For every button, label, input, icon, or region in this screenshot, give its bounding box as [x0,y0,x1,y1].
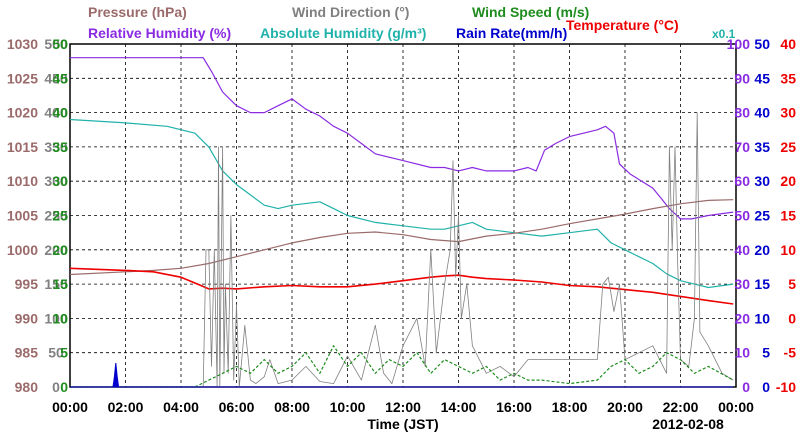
pressure-tick-label: 1030 [7,36,38,52]
wind-speed-tick-label: 20 [52,242,68,258]
date-label: 2012-02-08 [652,416,724,432]
pressure-tick-label: 1020 [7,105,38,121]
wind-dir-tick-label: 350 [44,139,68,155]
legend-ah: Absolute Humidity (g/m³) [260,25,426,41]
rain-tick-label: 25 [754,208,770,224]
temp-tick-label: 30 [780,105,796,121]
wind-speed-tick-label: 50 [52,36,68,52]
wind-dir-tick-label: 200 [44,242,68,258]
wind-dir-tick-label: 250 [44,208,68,224]
temp-tick-label: 40 [780,36,796,52]
series-ah [69,118,734,289]
x-tick-label: 14:00 [441,399,477,415]
series-rh [70,57,734,220]
temp-tick-label: 10 [780,242,796,258]
series-rain [70,362,734,388]
x-axis-label: Time (JST) [367,416,438,432]
rain-tick-label: 40 [754,105,770,121]
x-tick-label: 12:00 [385,399,421,415]
rh-tick-label: 0 [742,379,750,395]
temp-tick-label: 35 [780,70,796,86]
x-tick-label: 18:00 [552,399,588,415]
x-tick-label: 20:00 [607,399,643,415]
rain-tick-label: 20 [754,242,770,258]
series-wind-speed [70,345,734,388]
rh-tick-label: 20 [734,310,750,326]
legend-pressure: Pressure (hPa) [88,4,187,20]
series-temp [69,267,734,305]
wind-dir-tick-label: 300 [44,173,68,189]
x-tick-label: 04:00 [163,399,199,415]
legend-rain: Rain Rate(mm/h) [456,25,567,41]
wind-speed-tick-label: 10 [52,310,68,326]
legend-temp: Temperature (°C) [566,17,679,33]
series-pressure [69,199,734,276]
temp-tick-label: 5 [788,276,796,292]
temp-tick-label: -10 [776,379,796,395]
wind-dir-tick-label: 50 [48,345,64,361]
x-tick-label: 00:00 [718,399,754,415]
legend-wind-dir: Wind Direction (°) [292,4,409,20]
legend-ah-scale: x0.1 [712,27,736,41]
legend-wind-speed: Wind Speed (m/s) [472,4,589,20]
rain-tick-label: 0 [762,379,770,395]
wind-speed-tick-label: 40 [52,105,68,121]
rh-tick-label: 30 [734,276,750,292]
wind-dir-tick-label: 150 [44,276,68,292]
wind-dir-tick-label: 0 [52,379,60,395]
rain-tick-label: 45 [754,70,770,86]
wind-speed-tick-label: 35 [52,139,68,155]
legend-rh: Relative Humidity (%) [88,25,231,41]
pressure-tick-label: 980 [15,379,39,395]
rain-tick-label: 30 [754,173,770,189]
wind-dir-tick-label: 500 [44,36,68,52]
temp-tick-label: 0 [788,310,796,326]
pressure-tick-label: 995 [15,276,39,292]
temp-tick-label: 15 [780,208,796,224]
rain-tick-label: 5 [762,345,770,361]
wind-speed-tick-label: 15 [52,276,68,292]
pressure-tick-label: 990 [15,310,39,326]
temp-tick-label: -5 [784,345,797,361]
rh-tick-label: 50 [734,208,750,224]
x-tick-label: 06:00 [219,399,255,415]
rh-tick-label: 60 [734,173,750,189]
wind-dir-tick-label: 100 [44,310,68,326]
temp-tick-label: 20 [780,173,796,189]
x-tick-label: 08:00 [274,399,310,415]
wind-dir-tick-label: 450 [44,70,68,86]
rh-tick-label: 40 [734,242,750,258]
series-wind-dir [70,112,734,388]
wind-speed-tick-label: 5 [60,345,68,361]
pressure-tick-label: 1015 [7,139,38,155]
wind-speed-tick-label: 30 [52,173,68,189]
pressure-tick-label: 1010 [7,173,38,189]
pressure-tick-label: 1025 [7,70,38,86]
wind-speed-tick-label: 0 [60,379,68,395]
x-tick-label: 00:00 [52,399,88,415]
rh-tick-label: 10 [734,345,750,361]
rh-tick-label: 90 [734,70,750,86]
pressure-tick-label: 1000 [7,242,38,258]
pressure-tick-label: 985 [15,345,39,361]
rh-tick-label: 70 [734,139,750,155]
rain-tick-label: 50 [754,36,770,52]
x-tick-label: 22:00 [663,399,699,415]
rain-tick-label: 15 [754,276,770,292]
x-tick-label: 02:00 [108,399,144,415]
rain-tick-label: 35 [754,139,770,155]
x-tick-label: 16:00 [496,399,532,415]
rh-tick-label: 80 [734,105,750,121]
x-tick-label: 10:00 [330,399,366,415]
rh-tick-label: 100 [727,36,751,52]
temp-tick-label: 25 [780,139,796,155]
wind-dir-tick-label: 400 [44,105,68,121]
wind-speed-tick-label: 25 [52,208,68,224]
wind-speed-tick-label: 45 [52,70,68,86]
pressure-tick-label: 1005 [7,208,38,224]
rain-tick-label: 10 [754,310,770,326]
